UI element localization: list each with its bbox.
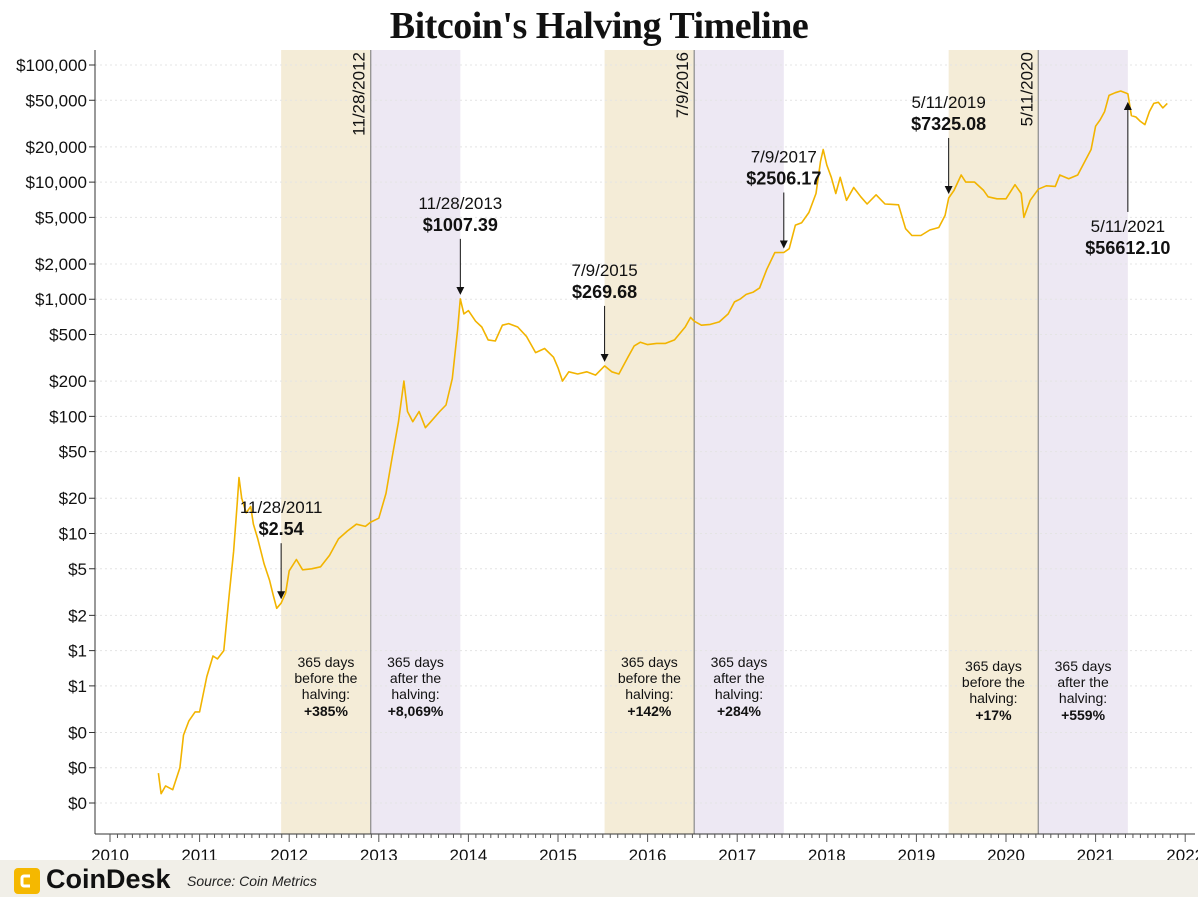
band-before-2 [604, 50, 695, 834]
coindesk-logo-icon [14, 868, 40, 894]
band-text-2-0: 365 days [621, 654, 678, 670]
y-tick-label-1: $50,000 [26, 91, 87, 110]
halving-label-1: 7/9/2016 [673, 52, 692, 118]
y-axis: $100,000 $50,000 $20,000 $10,000 $5,000 $2,00… [16, 50, 96, 834]
band-text-5-2: halving: [1059, 690, 1107, 706]
gridlines [95, 64, 1195, 804]
annotation-date-3: 7/9/2017 [751, 148, 817, 167]
band-text-0-0: 365 days [298, 654, 355, 670]
band-text-1-0: 365 days [387, 654, 444, 670]
y-tick-label-15: $1 [68, 642, 87, 661]
band-text-3-1: after the [713, 670, 765, 686]
y-tick-label-6: $1,000 [35, 290, 87, 309]
y-tick-label-9: $100 [49, 407, 87, 426]
halving-label-0: 11/28/2012 [350, 52, 369, 136]
annotation-date-1: 11/28/2013 [418, 194, 502, 213]
y-tick-label-12: $10 [59, 524, 87, 543]
band-after-3 [694, 50, 784, 834]
y-tick-label-4: $5,000 [35, 208, 87, 227]
band-value-4: +17% [975, 707, 1012, 723]
halving-lines: 11/28/2012 7/9/2016 5/11/2020 [350, 50, 1039, 834]
y-tick-label-10: $50 [59, 443, 87, 462]
annotation-date-0: 11/28/2011 [240, 498, 323, 517]
band-value-5: +559% [1061, 707, 1106, 723]
y-tick-label-8: $200 [49, 372, 87, 391]
halving-bands [281, 50, 1128, 834]
band-text-4-1: before the [962, 674, 1025, 690]
band-value-2: +142% [627, 703, 672, 719]
band-text-2-1: before the [618, 670, 681, 686]
annotation-price-4: $7325.08 [911, 114, 986, 134]
chart-title: Bitcoin's Halving Timeline [389, 5, 809, 47]
y-tick-label-19: $0 [68, 794, 87, 813]
band-after-5 [1038, 50, 1128, 834]
y-tick-label-13: $5 [68, 560, 87, 579]
band-text-0-1: before the [294, 670, 357, 686]
band-text-3-2: halving: [715, 686, 763, 702]
y-tick-label-18: $0 [68, 759, 87, 778]
annotation-price-0: $2.54 [259, 519, 304, 539]
y-tick-label-5: $2,000 [35, 255, 87, 274]
band-text-2-2: halving: [625, 686, 673, 702]
band-text-0-2: halving: [302, 686, 350, 702]
y-tick-label-16: $1 [68, 677, 87, 696]
annotations: 11/28/2011 $2.54 11/28/2013 $1007.39 7/9/201… [240, 93, 1170, 600]
footer [0, 860, 1198, 897]
band-text-4-2: halving: [969, 690, 1017, 706]
y-tick-label-11: $20 [59, 489, 87, 508]
band-before-0 [281, 50, 371, 834]
band-text-1-1: after the [390, 670, 442, 686]
source-note: Source: Coin Metrics [187, 873, 317, 889]
halving-label-2: 5/11/2020 [1017, 52, 1036, 126]
brand-name: CoinDesk [46, 864, 171, 894]
annotation-price-1: $1007.39 [423, 215, 498, 235]
band-text-5-0: 365 days [1055, 658, 1112, 674]
band-text-3-0: 365 days [711, 654, 768, 670]
annotation-date-2: 7/9/2015 [571, 261, 637, 280]
annotation-date-5: 5/11/2021 [1091, 217, 1165, 236]
band-value-0: +385% [304, 703, 349, 719]
band-text-5-1: after the [1057, 674, 1109, 690]
annotation-price-5: $56612.10 [1085, 238, 1170, 258]
y-tick-label-3: $10,000 [26, 173, 87, 192]
band-text-4-0: 365 days [965, 658, 1022, 674]
band-value-1: +8,069% [388, 703, 444, 719]
y-tick-label-0: $100,000 [16, 56, 87, 75]
band-after-1 [370, 50, 461, 834]
annotation-price-3: $2506.17 [746, 169, 821, 189]
y-tick-label-7: $500 [49, 326, 87, 345]
band-value-3: +284% [717, 703, 762, 719]
annotation-date-4: 5/11/2019 [911, 93, 985, 112]
band-text-1-2: halving: [391, 686, 439, 702]
annotation-price-2: $269.68 [572, 282, 637, 302]
band-before-4 [948, 50, 1039, 834]
y-tick-label-17: $0 [68, 723, 87, 742]
y-tick-label-14: $2 [68, 606, 87, 625]
y-tick-label-2: $20,000 [26, 138, 87, 157]
